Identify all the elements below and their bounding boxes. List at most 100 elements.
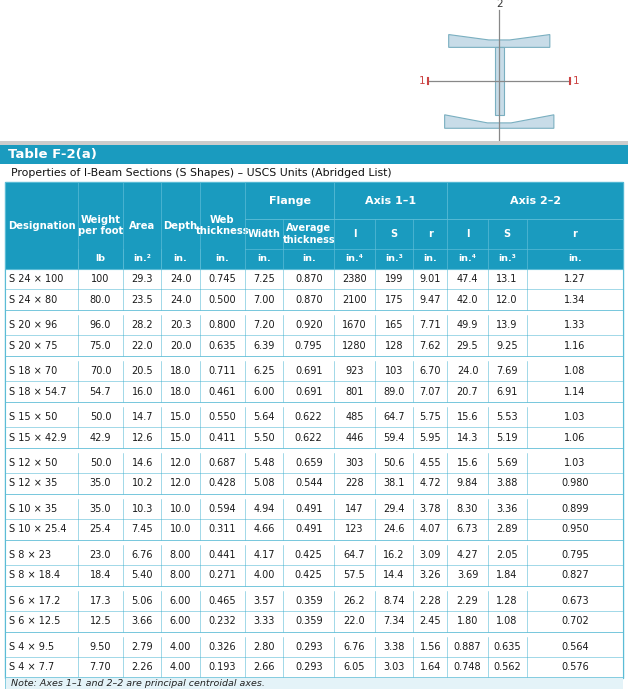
Text: 485: 485 [345, 412, 364, 422]
Text: 6.00: 6.00 [170, 616, 191, 627]
Text: 0.293: 0.293 [295, 642, 323, 652]
Text: 16.0: 16.0 [131, 386, 153, 397]
Text: 4.00: 4.00 [253, 571, 274, 580]
Text: 0.887: 0.887 [454, 642, 482, 652]
Text: 0.311: 0.311 [208, 524, 236, 535]
Polygon shape [448, 34, 550, 48]
Text: 4.94: 4.94 [253, 504, 274, 514]
Text: 10.3: 10.3 [131, 504, 153, 514]
Text: 14.6: 14.6 [131, 458, 153, 468]
Bar [5, 586, 623, 591]
Bar [5, 591, 623, 611]
Bar [5, 335, 623, 356]
Bar [5, 453, 623, 473]
Text: 1280: 1280 [342, 341, 367, 351]
Text: 29.3: 29.3 [131, 274, 153, 284]
Text: 100: 100 [91, 274, 110, 284]
Bar [5, 407, 623, 427]
Text: 0.550: 0.550 [208, 412, 236, 422]
Text: 9.50: 9.50 [90, 642, 111, 652]
Text: 64.7: 64.7 [383, 412, 405, 422]
Text: 89.0: 89.0 [383, 386, 404, 397]
Text: 1: 1 [419, 76, 426, 86]
Text: 1.08: 1.08 [564, 366, 585, 376]
Text: 6.70: 6.70 [420, 366, 441, 376]
Text: 7.71: 7.71 [420, 320, 441, 331]
Text: S: S [504, 229, 511, 239]
Text: 5.53: 5.53 [496, 412, 518, 422]
Text: 42.9: 42.9 [90, 433, 111, 442]
Text: 42.0: 42.0 [457, 295, 479, 304]
Text: 7.00: 7.00 [253, 295, 274, 304]
Text: S 12 × 35: S 12 × 35 [9, 478, 58, 489]
Text: 50.0: 50.0 [90, 458, 111, 468]
Text: 70.0: 70.0 [90, 366, 111, 376]
Text: 28.2: 28.2 [131, 320, 153, 331]
Bar [5, 631, 623, 637]
Text: 7.20: 7.20 [253, 320, 275, 331]
Text: 7.25: 7.25 [253, 274, 275, 284]
Text: 64.7: 64.7 [344, 550, 365, 560]
Text: 4.07: 4.07 [420, 524, 441, 535]
Text: 1.84: 1.84 [496, 571, 518, 580]
Text: r: r [428, 229, 433, 239]
Text: 3.33: 3.33 [253, 616, 274, 627]
Bar [5, 611, 623, 631]
Text: 29.5: 29.5 [457, 341, 479, 351]
Text: Table F-2(a): Table F-2(a) [8, 148, 97, 161]
Text: 0.659: 0.659 [295, 458, 323, 468]
Text: Axis 1–1: Axis 1–1 [365, 195, 416, 206]
Text: 47.4: 47.4 [457, 274, 479, 284]
Text: 0.899: 0.899 [561, 504, 588, 514]
Text: 1.14: 1.14 [564, 386, 585, 397]
Text: 96.0: 96.0 [90, 320, 111, 331]
Bar [5, 473, 623, 494]
Text: 3.57: 3.57 [253, 596, 275, 606]
Text: 0.800: 0.800 [208, 320, 236, 331]
Text: 4.00: 4.00 [170, 642, 191, 652]
Text: S 12 × 50: S 12 × 50 [9, 458, 58, 468]
Text: 0.673: 0.673 [561, 596, 588, 606]
Text: 13.1: 13.1 [496, 274, 518, 284]
Text: 2.26: 2.26 [131, 662, 153, 672]
Text: S 10 × 25.4: S 10 × 25.4 [9, 524, 67, 535]
Bar [5, 402, 623, 407]
Text: 0.980: 0.980 [561, 478, 588, 489]
Text: 12.0: 12.0 [170, 458, 192, 468]
Text: S: S [391, 229, 398, 239]
Text: 0.687: 0.687 [208, 458, 236, 468]
Text: 5.08: 5.08 [253, 478, 274, 489]
Text: 54.7: 54.7 [90, 386, 111, 397]
Text: 16.2: 16.2 [383, 550, 405, 560]
Text: 0.748: 0.748 [454, 662, 482, 672]
Text: 59.4: 59.4 [383, 433, 405, 442]
Text: 175: 175 [385, 295, 403, 304]
Text: 15.0: 15.0 [170, 433, 192, 442]
Text: 20.5: 20.5 [131, 366, 153, 376]
Text: 8.00: 8.00 [170, 550, 191, 560]
Text: 12.5: 12.5 [90, 616, 111, 627]
Text: 1.16: 1.16 [564, 341, 585, 351]
Text: 0.359: 0.359 [295, 596, 323, 606]
Text: 446: 446 [345, 433, 364, 442]
Text: 15.6: 15.6 [457, 458, 479, 468]
Text: lb: lb [95, 255, 106, 264]
Text: I: I [466, 229, 469, 239]
Text: 0.564: 0.564 [561, 642, 588, 652]
Text: 4.72: 4.72 [420, 478, 441, 489]
Text: 0.795: 0.795 [295, 341, 323, 351]
Text: 38.1: 38.1 [383, 478, 404, 489]
Text: 0.691: 0.691 [295, 366, 323, 376]
Text: 2380: 2380 [342, 274, 367, 284]
Polygon shape [445, 115, 554, 128]
Text: 4.55: 4.55 [420, 458, 441, 468]
Text: 4.27: 4.27 [457, 550, 479, 560]
Text: 0.465: 0.465 [208, 596, 236, 606]
Text: 0.232: 0.232 [208, 616, 236, 627]
Text: 0.271: 0.271 [208, 571, 236, 580]
Text: 1.27: 1.27 [564, 274, 585, 284]
Text: 2: 2 [496, 0, 502, 8]
Text: 35.0: 35.0 [90, 478, 111, 489]
Bar [5, 427, 623, 448]
Text: 5.64: 5.64 [253, 412, 274, 422]
